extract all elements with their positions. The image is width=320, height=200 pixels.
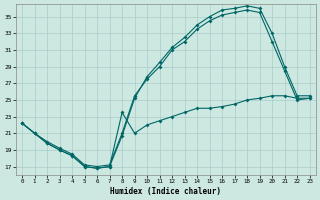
X-axis label: Humidex (Indice chaleur): Humidex (Indice chaleur) (110, 187, 221, 196)
